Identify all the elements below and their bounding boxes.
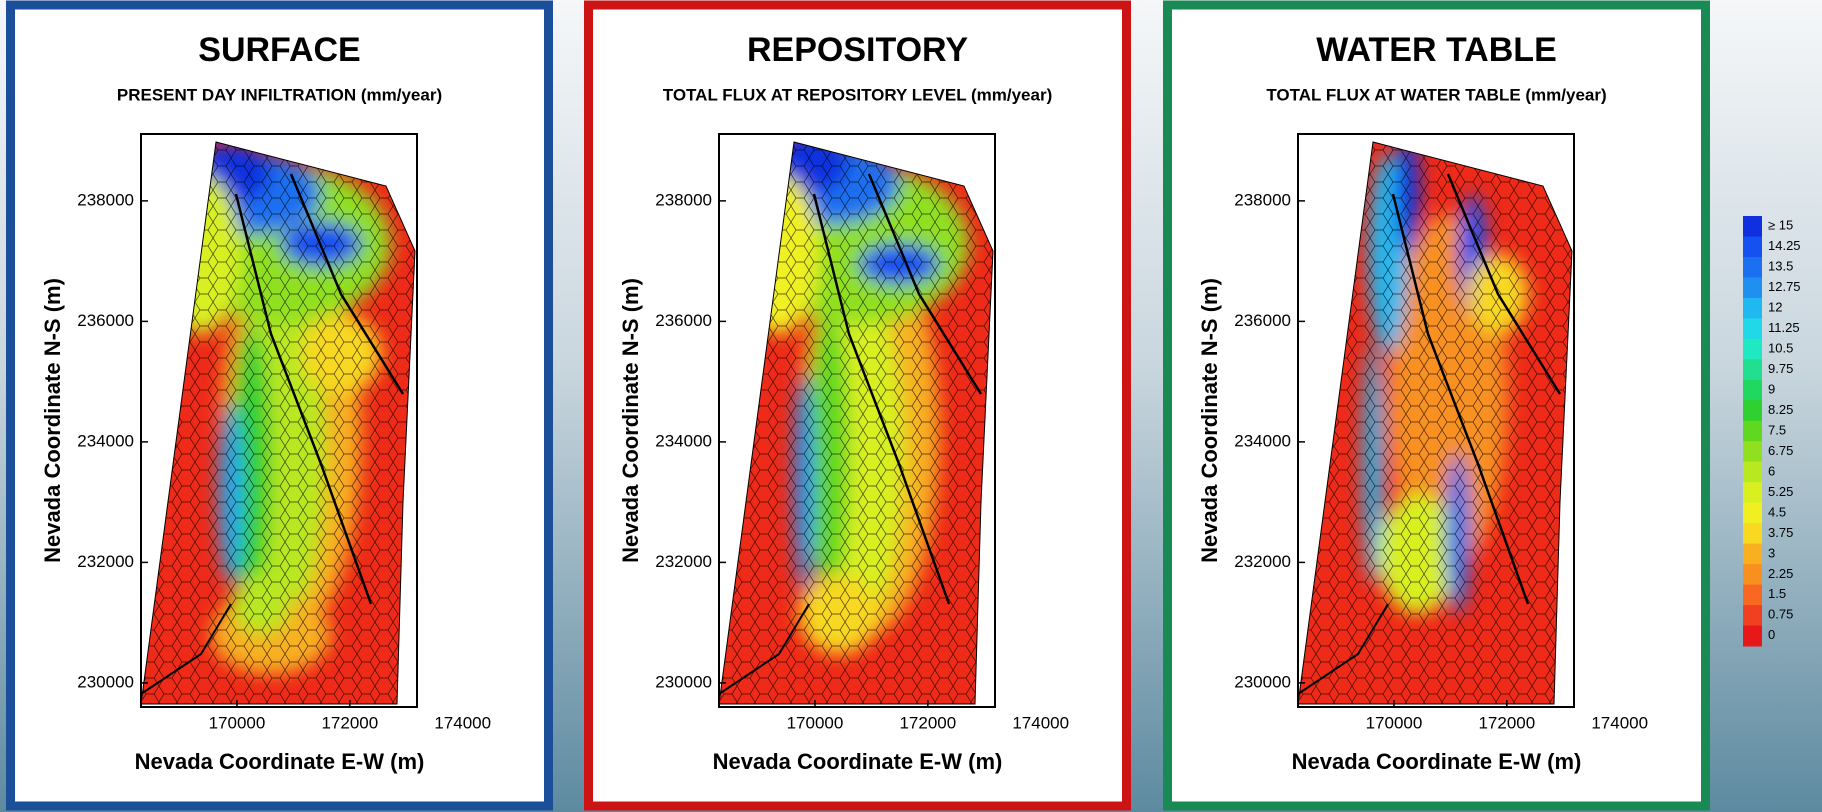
x-tick-label: 172000 <box>1478 713 1535 732</box>
legend-swatch <box>1743 379 1762 401</box>
legend-label: ≥ 15 <box>1768 218 1793 233</box>
legend-swatch <box>1743 277 1762 299</box>
legend-swatch <box>1743 359 1762 381</box>
legend-swatch <box>1743 482 1762 504</box>
plot-frame <box>1297 133 1575 708</box>
x-tick-label: 172000 <box>321 713 378 732</box>
legend-swatch <box>1743 297 1762 319</box>
legend-label: 14.25 <box>1768 238 1801 253</box>
panel-subtitle: TOTAL FLUX AT REPOSITORY LEVEL (mm/year) <box>663 85 1053 104</box>
x-tick-label: 174000 <box>1012 713 1069 732</box>
legend-swatch <box>1743 461 1762 483</box>
x-tick-label: 174000 <box>434 713 491 732</box>
legend-label: 2.25 <box>1768 566 1793 581</box>
legend-label: 13.5 <box>1768 259 1793 274</box>
fault <box>1391 193 1530 605</box>
y-tick-label: 234000 <box>1234 431 1291 450</box>
x-tick-label: 170000 <box>1366 713 1423 732</box>
x-axis-label: Nevada Coordinate E-W (m) <box>1292 749 1582 774</box>
legend-label: 7.5 <box>1768 422 1786 437</box>
y-tick-label: 232000 <box>1234 552 1291 571</box>
x-tick-label: 174000 <box>1591 713 1648 732</box>
y-tick-label: 232000 <box>655 552 712 571</box>
y-tick-label: 236000 <box>1234 311 1291 330</box>
y-tick-label: 238000 <box>655 190 712 209</box>
legend-swatch <box>1743 318 1762 340</box>
y-axis-label: Nevada Coordinate N-S (m) <box>618 278 643 563</box>
legend-swatch <box>1743 420 1762 442</box>
y-tick-label: 230000 <box>77 672 134 691</box>
x-tick-label: 172000 <box>899 713 956 732</box>
fault <box>867 173 983 395</box>
legend-swatch <box>1743 236 1762 258</box>
legend: ≥ 15 14.25 13.5 12.75 12 11.25 10.5 9.75 9 8.25 7.… <box>1743 216 1801 647</box>
y-tick-label: 234000 <box>655 431 712 450</box>
legend-label: 3.75 <box>1768 525 1793 540</box>
legend-swatch <box>1743 523 1762 545</box>
x-tick-label: 170000 <box>787 713 844 732</box>
legend-label: 5.25 <box>1768 484 1793 499</box>
legend-swatch <box>1743 584 1762 606</box>
y-tick-label: 238000 <box>77 190 134 209</box>
legend-label: 8.25 <box>1768 402 1793 417</box>
y-axis-label: Nevada Coordinate N-S (m) <box>40 278 65 563</box>
panel-title: WATER TABLE <box>1316 31 1557 69</box>
plot-frame <box>718 133 996 708</box>
legend-swatch <box>1743 502 1762 524</box>
panel: REPOSITORY TOTAL FLUX AT REPOSITORY LEVEL… <box>584 0 1131 811</box>
legend-swatch <box>1743 400 1762 422</box>
y-axis-label: Nevada Coordinate N-S (m) <box>1197 278 1222 563</box>
fault <box>1298 603 1389 695</box>
x-axis-label: Nevada Coordinate E-W (m) <box>713 749 1003 774</box>
legend-swatch <box>1743 216 1762 237</box>
legend-label: 11.25 <box>1768 320 1800 335</box>
legend-swatch <box>1743 564 1762 586</box>
fault <box>1446 173 1562 395</box>
legend-label: 12.75 <box>1768 279 1801 294</box>
legend-swatch <box>1743 605 1762 627</box>
legend-label: 0 <box>1768 627 1775 642</box>
legend-swatch <box>1743 441 1762 463</box>
legend-label: 3 <box>1768 545 1775 560</box>
map <box>719 142 993 704</box>
legend-label: 9.75 <box>1768 361 1793 376</box>
y-tick-label: 232000 <box>77 552 134 571</box>
y-tick-label: 230000 <box>1234 672 1291 691</box>
fault <box>719 603 810 695</box>
legend-swatch <box>1743 543 1762 565</box>
legend-swatch <box>1743 625 1762 647</box>
legend-swatch <box>1743 256 1762 278</box>
legend-swatch <box>1743 338 1762 360</box>
panel-subtitle: PRESENT DAY INFILTRATION (mm/year) <box>117 85 442 104</box>
x-axis-label: Nevada Coordinate E-W (m) <box>135 749 425 774</box>
panel: SURFACE PRESENT DAY INFILTRATION (mm/year… <box>6 0 553 811</box>
legend-label: 9 <box>1768 381 1775 396</box>
y-tick-label: 234000 <box>77 431 134 450</box>
y-tick-label: 236000 <box>77 311 134 330</box>
legend-label: 0.75 <box>1768 607 1793 622</box>
legend-label: 6.75 <box>1768 443 1793 458</box>
legend-label: 1.5 <box>1768 586 1786 601</box>
y-tick-label: 230000 <box>655 672 712 691</box>
legend-label: 6 <box>1768 463 1775 478</box>
legend-label: 12 <box>1768 300 1782 315</box>
y-tick-label: 236000 <box>655 311 712 330</box>
panel-title: SURFACE <box>198 31 360 69</box>
fault <box>234 193 373 605</box>
legend-label: 10.5 <box>1768 341 1793 356</box>
x-tick-label: 170000 <box>209 713 266 732</box>
panel-title: REPOSITORY <box>747 31 968 69</box>
plot-frame <box>140 133 418 708</box>
panel-subtitle: TOTAL FLUX AT WATER TABLE (mm/year) <box>1266 85 1606 104</box>
fault <box>812 193 951 605</box>
y-tick-label: 238000 <box>1234 190 1291 209</box>
fault <box>289 173 405 395</box>
panel: WATER TABLE TOTAL FLUX AT WATER TABLE (mm… <box>1163 0 1710 811</box>
fault <box>141 603 232 695</box>
legend-label: 4.5 <box>1768 504 1786 519</box>
